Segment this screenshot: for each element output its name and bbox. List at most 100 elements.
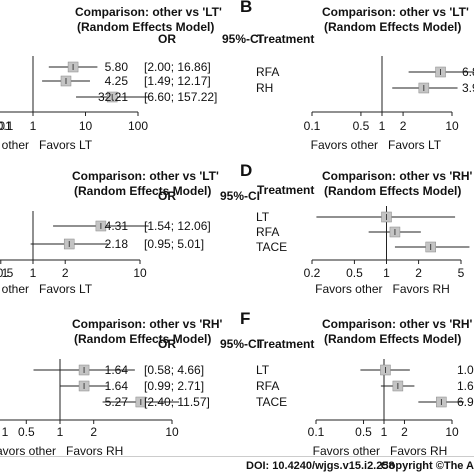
panel-2-or-value: 3.96 <box>462 81 474 95</box>
panel-1-favors-right: Favors LT <box>39 138 93 152</box>
panel-3-tick-label: 2 <box>62 266 69 280</box>
panel-4-tick-label: 2 <box>415 266 422 280</box>
panel-6-tick-label: 0.1 <box>308 425 325 439</box>
panel-4-row-label: LT <box>256 210 270 224</box>
panel-2-letter: B <box>240 0 252 16</box>
panel-5-header-or: OR <box>158 337 176 351</box>
panel-1-or-value: 5.80 <box>105 60 129 74</box>
panel-5-tick-label: 10 <box>165 425 179 439</box>
panel-1-ci-value: [1.49; 12.17] <box>144 74 211 88</box>
panel-1-tick-label: 10 <box>79 119 93 133</box>
panel-2-title: Comparison: other vs 'LT' <box>322 5 469 19</box>
panel-6-tick-label: 10 <box>445 425 459 439</box>
panel-2-header-treatment: Treatment <box>257 32 314 46</box>
panel-1-tick-label: 100 <box>128 119 148 133</box>
panel-1-subtitle: (Random Effects Model) <box>77 20 214 34</box>
panel-5-ci-value: [0.99; 2.71] <box>144 379 204 393</box>
panel-6-row-label: TACE <box>256 395 287 409</box>
panel-6-tick-label: 2 <box>401 425 408 439</box>
panel-3-favors-left: Favors other <box>0 282 29 296</box>
panel-5-ci-value: [0.58; 4.66] <box>144 363 204 377</box>
panel-2-favors-right: Favors LT <box>388 138 442 152</box>
panel-5-ci-value: [2.40; 11.57] <box>144 395 210 409</box>
panel-1-or-value: 32.21 <box>98 90 128 104</box>
panel-4-favors-left: Favors other <box>315 282 382 296</box>
panel-5-tick-label: 1 <box>57 425 64 439</box>
panel-4-tick-label: 0.5 <box>346 266 363 280</box>
panel-6-or-value: 6.97 <box>457 395 474 409</box>
panel-1-header-or: OR <box>158 32 176 46</box>
panel-2-favors-left: Favors other <box>311 138 378 152</box>
panel-3-header-or: OR <box>158 189 176 203</box>
panel-4-favors-right: Favors RH <box>393 282 450 296</box>
panel-3-favors-right: Favors LT <box>39 282 93 296</box>
panel-4-tick-label: 1 <box>383 266 390 280</box>
panel-6-header-treatment: Treatment <box>257 337 314 351</box>
footer-doi: DOI: 10.4240/wjgs.v15.i2.258 <box>246 460 395 472</box>
panel-3-tick-label: 1 <box>2 266 9 280</box>
panel-6-title: Comparison: other vs 'RH' <box>322 317 473 331</box>
panel-2-or-value: 6.86 <box>462 65 474 79</box>
panel-3-subtitle: (Random Effects Model) <box>74 184 211 198</box>
panel-3-title: Comparison: other vs 'LT' <box>72 169 219 183</box>
panel-1-ci-value: [2.00; 16.86] <box>144 60 211 74</box>
panel-3-header-ci: 95%-CI <box>220 189 260 203</box>
panel-2-tick-label: 0.1 <box>304 119 321 133</box>
panel-4-header-treatment: Treatment <box>257 183 314 197</box>
panel-4-row-label: RFA <box>256 225 279 239</box>
panel-2-row-label: RFA <box>256 65 279 79</box>
panel-6-row-label: LT <box>256 363 270 377</box>
panel-1-or-value: 4.25 <box>105 74 129 88</box>
panel-5-favors-left: Favors other <box>0 444 56 458</box>
panel-6-or-value: 1.05 <box>457 363 474 377</box>
panel-2-subtitle: (Random Effects Model) <box>324 20 461 34</box>
panel-1-ci-value: [6.60; 157.22] <box>144 90 217 104</box>
panel-6-favors-right: Favors RH <box>390 444 447 458</box>
panel-3-ci-value: [0.95; 5.01] <box>144 237 204 251</box>
footer-copyright: Copyright ©The A <box>381 460 474 472</box>
panel-6-or-value: 1.60 <box>457 379 474 393</box>
panel-2-tick-label: 10 <box>445 119 459 133</box>
panel-5-tick-label: 0.5 <box>18 425 35 439</box>
panel-1-title: Comparison: other vs 'LT' <box>75 5 222 19</box>
footer-strip: DOI: 10.4240/wjgs.v15.i2.258 Copyright ©… <box>0 456 474 472</box>
panel-3-or-value: 2.18 <box>105 237 129 251</box>
panel-4-subtitle: (Random Effects Model) <box>324 184 461 198</box>
panel-6-row-label: RFA <box>256 379 279 393</box>
panel-1-tick-label: 01 <box>0 119 12 133</box>
panel-4-letter: D <box>240 161 252 180</box>
panel-2-row-label: RH <box>256 81 273 95</box>
panel-3-tick-label: 1 <box>30 266 37 280</box>
panel-1-header-ci: 95%-CI <box>222 32 262 46</box>
panel-1-favors-left: Favors other <box>0 138 29 152</box>
panel-5-tick-label: 1 <box>2 425 9 439</box>
panel-3-ci-value: [1.54; 12.06] <box>144 219 211 233</box>
panel-6-letter: F <box>240 309 250 328</box>
panel-5-title: Comparison: other vs 'RH' <box>72 317 223 331</box>
footer: DOI: 10.4240/wjgs.v15.i2.258 Copyright ©… <box>0 456 474 474</box>
panel-2-tick-label: 0.5 <box>353 119 370 133</box>
panel-1-tick-label: 1 <box>30 119 37 133</box>
panel-4-tick-label: 5 <box>458 266 465 280</box>
panel-2-tick-label: 2 <box>400 119 407 133</box>
panel-6-favors-left: Favors other <box>313 444 380 458</box>
panel-5-or-value: 5.27 <box>105 395 129 409</box>
panel-2-tick-label: 1 <box>379 119 386 133</box>
panel-4-row-label: TACE <box>256 240 287 254</box>
panel-1-tick-label: 0.1 <box>0 119 14 133</box>
panel-3-tick-label: 10 <box>133 266 147 280</box>
panel-5-header-ci: 95%-CI <box>220 337 260 351</box>
panel-5-tick-label: 2 <box>90 425 97 439</box>
panel-4-title: Comparison: other vs 'RH' <box>322 169 473 183</box>
panel-3-or-value: 4.31 <box>105 219 129 233</box>
panel-4-tick-label: 0.2 <box>304 266 321 280</box>
panel-3-tick-label: 0.5 <box>0 266 14 280</box>
panel-6-tick-label: 1 <box>381 425 388 439</box>
panel-5-subtitle: (Random Effects Model) <box>74 332 211 346</box>
panel-5-or-value: 1.64 <box>105 363 129 377</box>
panel-6-subtitle: (Random Effects Model) <box>324 332 461 346</box>
panel-6-tick-label: 0.5 <box>355 425 372 439</box>
panel-5-or-value: 1.64 <box>105 379 129 393</box>
panel-5-favors-right: Favors RH <box>66 444 123 458</box>
